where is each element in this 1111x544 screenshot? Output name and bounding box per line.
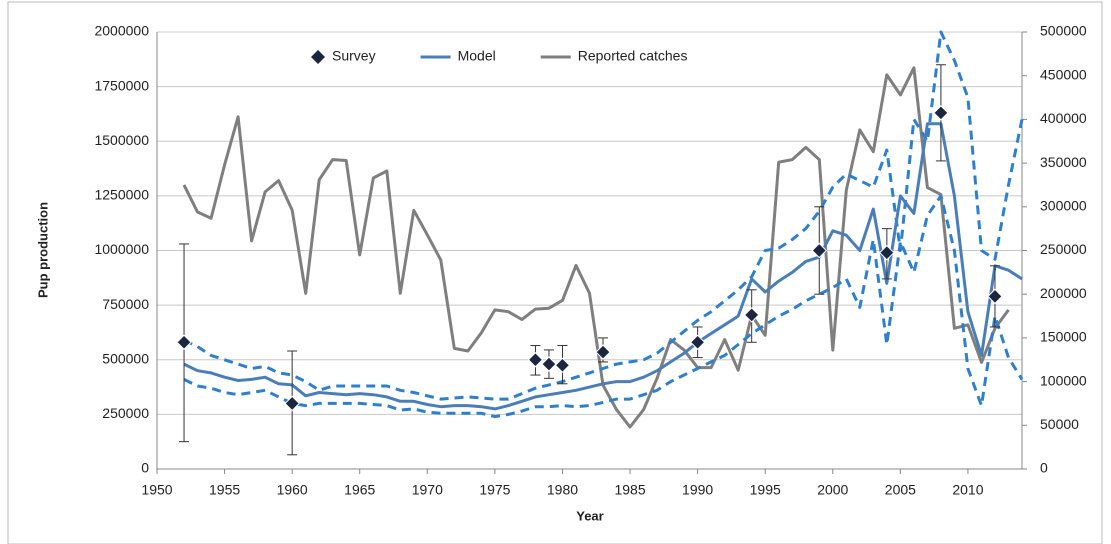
y-tick-label: 1000000 [94, 241, 149, 257]
survey-point [689, 334, 706, 350]
survey-point [743, 307, 760, 323]
y2-tick-label: 100000 [1040, 372, 1087, 388]
survey-point [595, 344, 611, 360]
legend-marker [311, 50, 325, 64]
x-tick-label: 1960 [277, 482, 308, 498]
x-tick-label: 1970 [412, 482, 443, 498]
survey-point [527, 352, 544, 368]
y-axis-title: Pup production [35, 202, 50, 298]
y2-tick-label: 350000 [1040, 154, 1087, 170]
x-tick-label: 1980 [547, 482, 578, 498]
survey-point [933, 105, 949, 121]
survey-point [541, 356, 557, 372]
x-tick-label: 1985 [614, 482, 645, 498]
survey-point [811, 242, 827, 259]
x-axis-title: Year [576, 508, 603, 523]
frame [7, 1, 1103, 544]
y2-tick-label: 200000 [1040, 285, 1087, 301]
y2-tick-label: 0 [1040, 460, 1048, 476]
y-tick-label: 500000 [102, 350, 149, 366]
x-tick-label: 1955 [209, 482, 240, 498]
y-tick-label: 2000000 [94, 23, 149, 39]
x-tick-label: 1965 [344, 482, 375, 498]
y2-tick-label: 150000 [1040, 329, 1087, 345]
interval-line [183, 194, 1024, 419]
y2-tick-label: 500000 [1040, 23, 1087, 39]
series-line [183, 122, 1023, 411]
survey-point [554, 357, 571, 373]
y-tick-label: 0 [141, 460, 149, 476]
y2-tick-label: 300000 [1040, 198, 1087, 214]
y2-tick-label: 400000 [1040, 110, 1087, 126]
legend-label: Survey [332, 48, 376, 64]
y2-tick-label: 450000 [1040, 66, 1087, 82]
survey-point [879, 244, 895, 261]
x-tick-label: 1950 [141, 482, 172, 498]
x-tick-label: 1975 [479, 482, 510, 498]
legend-label: Reported catches [578, 48, 688, 64]
y-tick-label: 250000 [102, 405, 149, 421]
x-tick-label: 1995 [750, 482, 781, 498]
y-tick-label: 750000 [102, 296, 149, 312]
y-tick-label: 1750000 [94, 77, 149, 93]
x-tick-label: 2010 [952, 482, 983, 498]
survey-point [284, 395, 300, 412]
legend-label: Model [458, 48, 496, 64]
y2-tick-label: 50000 [1040, 416, 1079, 432]
y2-tick-label: 250000 [1040, 241, 1087, 257]
x-tick-label: 2005 [885, 482, 916, 498]
series-line [182, 66, 1010, 429]
y-tick-label: 1500000 [94, 132, 149, 148]
interval-line [183, 30, 1024, 401]
survey-point [176, 334, 192, 350]
x-tick-label: 1990 [682, 482, 713, 498]
x-tick-label: 2000 [817, 482, 848, 498]
y-tick-label: 1250000 [94, 187, 149, 203]
survey-point [987, 288, 1003, 305]
